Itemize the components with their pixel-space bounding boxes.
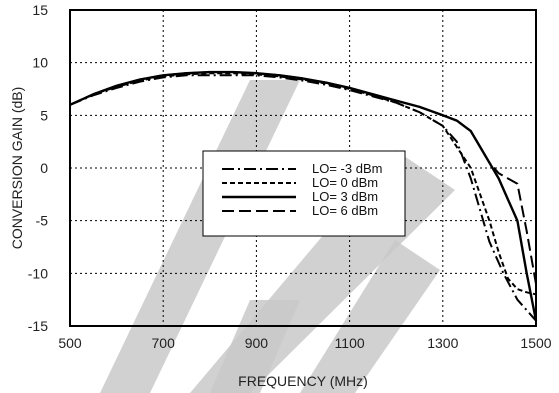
x-tick-labels: 500 700 900 1100 1300 1500 bbox=[58, 335, 551, 351]
x-tick-label: 500 bbox=[58, 335, 82, 351]
x-tick-label: 1500 bbox=[520, 335, 551, 351]
watermark-stripe-4 bbox=[210, 300, 300, 393]
y-tick-labels: -15 -10 -5 0 5 10 15 bbox=[28, 2, 48, 334]
y-tick-label: -5 bbox=[36, 213, 49, 229]
series-lines bbox=[69, 70, 538, 322]
y-axis-label: CONVERSION GAIN (dB) bbox=[9, 87, 25, 250]
plot-frame bbox=[69, 9, 537, 327]
y-tick-label: 5 bbox=[40, 107, 48, 123]
y-tick-label: -15 bbox=[28, 318, 48, 334]
x-tick-label: 1300 bbox=[427, 335, 458, 351]
x-tick-label: 900 bbox=[245, 335, 269, 351]
legend-label: LO= -3 dBm bbox=[312, 161, 382, 176]
x-tick-label: 700 bbox=[152, 335, 176, 351]
legend-label: LO= 3 dBm bbox=[312, 189, 378, 204]
y-tick-label: -10 bbox=[28, 265, 48, 281]
legend-label: LO= 0 dBm bbox=[312, 175, 378, 190]
x-axis-label: FREQUENCY (MHz) bbox=[238, 373, 368, 389]
y-tick-label: 10 bbox=[32, 55, 48, 71]
y-tick-label: 0 bbox=[40, 160, 48, 176]
legend-box bbox=[202, 150, 406, 237]
y-tick-label: 15 bbox=[32, 2, 48, 18]
x-tick-label: 1100 bbox=[335, 335, 365, 351]
series-line-4 bbox=[69, 71, 537, 285]
legend-label: LO= 6 dBm bbox=[312, 203, 378, 218]
watermark-stripe-3 bbox=[300, 240, 440, 393]
